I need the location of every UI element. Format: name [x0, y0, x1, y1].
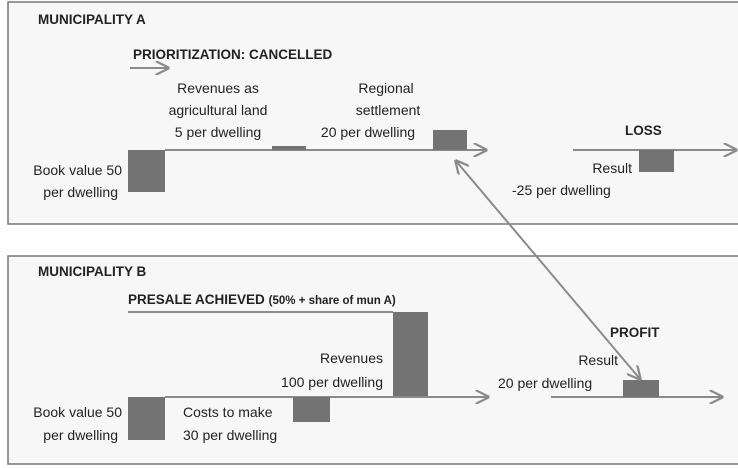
status: PRESALE ACHIEVED — [128, 292, 265, 307]
label: 30 per dwelling — [183, 427, 277, 443]
label: Revenues as — [177, 80, 259, 96]
label: Costs to make — [183, 404, 273, 420]
label: 20 per dwelling — [498, 375, 592, 391]
transfer-arrow — [456, 161, 640, 379]
label: Regional — [358, 80, 413, 96]
label: per dwelling — [43, 184, 118, 200]
title-b: MUNICIPALITY B — [38, 264, 147, 279]
label: -25 per dwelling — [512, 182, 611, 198]
title-a: MUNICIPALITY A — [38, 12, 146, 27]
bar — [639, 150, 674, 172]
bar — [293, 397, 330, 422]
label: settlement — [356, 102, 421, 118]
label: 5 per dwelling — [175, 124, 261, 140]
status-a: PRIORITIZATION: CANCELLED — [133, 47, 332, 62]
label: 20 per dwelling — [321, 124, 415, 140]
label: Result — [592, 160, 632, 176]
label: Book value 50 — [33, 162, 122, 178]
label: Result — [578, 352, 618, 368]
bar — [433, 130, 467, 150]
outcome-b: PROFIT — [610, 325, 660, 340]
bar — [393, 312, 428, 397]
bar — [128, 150, 165, 192]
label: Book value 50 — [33, 404, 122, 420]
label: Revenues — [320, 350, 383, 366]
status-b: PRESALE ACHIEVED (50% + share of mun A) — [128, 291, 396, 307]
bar — [623, 380, 659, 397]
bar — [128, 397, 165, 440]
bar — [272, 146, 306, 150]
label: agricultural land — [169, 102, 268, 118]
outcome-a: LOSS — [625, 123, 662, 138]
label: 100 per dwelling — [281, 374, 383, 390]
label: per dwelling — [43, 427, 118, 443]
status-note: (50% + share of mun A) — [269, 295, 396, 307]
